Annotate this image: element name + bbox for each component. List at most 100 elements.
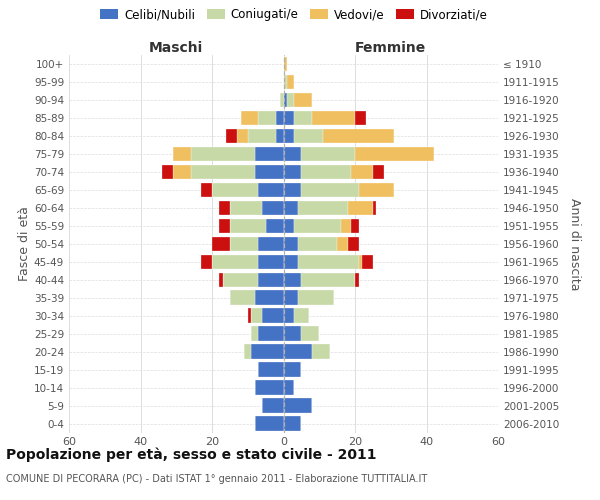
Bar <box>284 236 298 251</box>
Bar <box>312 344 330 359</box>
Bar <box>251 344 284 359</box>
Bar <box>212 236 230 251</box>
Bar <box>259 254 284 269</box>
Bar <box>237 128 248 143</box>
Bar <box>301 272 355 287</box>
Bar <box>298 254 359 269</box>
Bar <box>373 164 383 179</box>
Bar <box>262 308 284 323</box>
Bar <box>284 164 301 179</box>
Bar <box>255 290 284 305</box>
Bar <box>255 146 284 161</box>
Bar <box>201 182 212 197</box>
Bar <box>355 146 434 161</box>
Bar <box>248 128 277 143</box>
Bar <box>348 200 373 215</box>
Bar <box>173 146 191 161</box>
Bar <box>223 272 259 287</box>
Bar <box>280 93 284 107</box>
Bar <box>301 326 319 341</box>
Bar <box>284 146 301 161</box>
Bar <box>277 128 284 143</box>
Bar <box>301 164 352 179</box>
Bar <box>277 110 284 125</box>
Bar <box>298 290 334 305</box>
Bar <box>284 362 301 377</box>
Bar <box>373 200 376 215</box>
Bar <box>284 110 294 125</box>
Bar <box>323 128 394 143</box>
Bar <box>255 416 284 430</box>
Bar <box>230 236 259 251</box>
Bar <box>212 254 259 269</box>
Bar <box>255 164 284 179</box>
Bar <box>312 110 355 125</box>
Bar <box>219 218 230 233</box>
Bar <box>355 272 359 287</box>
Bar <box>212 182 259 197</box>
Bar <box>294 128 323 143</box>
Bar <box>284 344 312 359</box>
Bar <box>301 146 355 161</box>
Bar <box>294 93 312 107</box>
Bar <box>248 308 251 323</box>
Bar <box>337 236 348 251</box>
Bar <box>348 236 359 251</box>
Bar <box>341 218 352 233</box>
Text: Popolazione per età, sesso e stato civile - 2011: Popolazione per età, sesso e stato civil… <box>6 448 377 462</box>
Bar <box>259 326 284 341</box>
Bar <box>284 57 287 71</box>
Bar <box>284 308 294 323</box>
Bar <box>355 110 366 125</box>
Bar <box>287 75 294 89</box>
Text: Femmine: Femmine <box>355 41 427 55</box>
Bar <box>259 110 277 125</box>
Bar <box>294 110 312 125</box>
Bar <box>298 200 348 215</box>
Bar <box>294 308 308 323</box>
Bar <box>262 398 284 412</box>
Bar <box>284 254 298 269</box>
Bar <box>191 164 255 179</box>
Bar <box>244 344 251 359</box>
Bar <box>359 182 394 197</box>
Bar <box>230 218 266 233</box>
Bar <box>251 308 262 323</box>
Bar <box>362 254 373 269</box>
Bar <box>162 164 173 179</box>
Bar <box>352 218 359 233</box>
Legend: Celibi/Nubili, Coniugati/e, Vedovi/e, Divorziati/e: Celibi/Nubili, Coniugati/e, Vedovi/e, Di… <box>95 4 493 26</box>
Bar <box>284 380 294 395</box>
Bar <box>284 272 301 287</box>
Bar <box>284 128 294 143</box>
Y-axis label: Anni di nascita: Anni di nascita <box>568 198 581 290</box>
Y-axis label: Fasce di età: Fasce di età <box>18 206 31 281</box>
Bar <box>284 290 298 305</box>
Bar <box>241 110 259 125</box>
Bar <box>259 362 284 377</box>
Bar <box>301 182 359 197</box>
Bar <box>259 272 284 287</box>
Bar <box>259 236 284 251</box>
Bar <box>226 128 237 143</box>
Bar <box>284 398 312 412</box>
Bar <box>359 254 362 269</box>
Bar <box>255 380 284 395</box>
Bar <box>284 182 301 197</box>
Bar <box>201 254 212 269</box>
Bar <box>219 272 223 287</box>
Bar <box>230 290 255 305</box>
Bar <box>294 218 341 233</box>
Bar <box>230 200 262 215</box>
Bar <box>284 218 294 233</box>
Bar <box>284 75 287 89</box>
Bar <box>298 236 337 251</box>
Bar <box>251 326 259 341</box>
Bar <box>173 164 191 179</box>
Bar <box>284 326 301 341</box>
Bar <box>262 200 284 215</box>
Bar <box>284 200 298 215</box>
Bar <box>284 93 287 107</box>
Bar <box>352 164 373 179</box>
Bar <box>284 416 301 430</box>
